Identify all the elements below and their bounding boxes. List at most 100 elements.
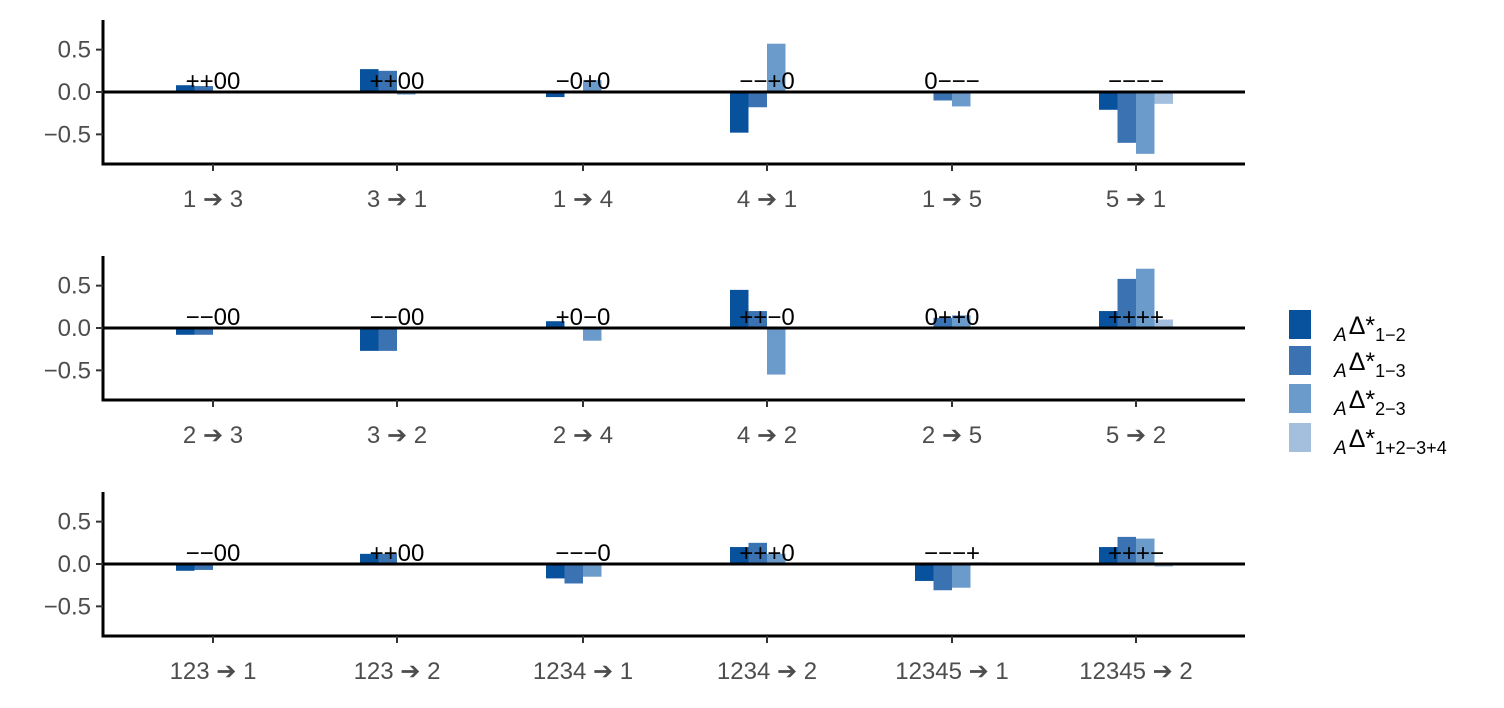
bar xyxy=(767,553,786,564)
sign-label: ++00 xyxy=(186,68,241,95)
sign-label: −−00 xyxy=(186,304,241,331)
bar xyxy=(378,553,397,564)
sign-label: ++++ xyxy=(1108,304,1164,331)
bar xyxy=(583,564,602,577)
x-tick-label: 1234 ➔ 1 xyxy=(533,658,633,685)
bar xyxy=(1117,278,1136,328)
y-tick-label: 0.5 xyxy=(58,37,91,64)
legend-label: AΔ*1−2 xyxy=(1333,312,1406,346)
bar xyxy=(194,328,213,335)
sign-label: −−−− xyxy=(1108,68,1164,95)
bar xyxy=(748,92,767,108)
bar xyxy=(1099,311,1118,328)
bar xyxy=(748,311,767,328)
sign-label: ++−0 xyxy=(739,304,794,331)
legend-label: AΔ*1+2−3+4 xyxy=(1333,425,1447,459)
x-tick-label: 1 ➔ 4 xyxy=(553,186,613,213)
sign-label: −0+0 xyxy=(556,68,611,95)
bar xyxy=(1154,319,1173,328)
y-tick-label: −0.5 xyxy=(44,593,91,620)
sign-label: +++0 xyxy=(739,540,794,567)
x-tick-label: 12345 ➔ 2 xyxy=(1079,658,1193,685)
sign-label: +++− xyxy=(1108,540,1164,567)
y-tick-label: −0.5 xyxy=(44,121,91,148)
bar xyxy=(933,564,952,591)
legend-key xyxy=(1289,423,1311,452)
sign-label: −−+0 xyxy=(739,68,794,95)
bar xyxy=(1117,536,1136,564)
bar xyxy=(730,547,749,564)
bar xyxy=(1136,92,1155,154)
x-tick-label: 12345 ➔ 1 xyxy=(895,658,1009,685)
x-tick-label: 1 ➔ 3 xyxy=(183,186,243,213)
sign-label: −−−0 xyxy=(555,540,610,567)
y-tick-label: 0.5 xyxy=(58,273,91,300)
bar xyxy=(952,315,971,328)
bar xyxy=(1099,92,1118,110)
bar xyxy=(767,328,786,375)
x-tick-label: 3 ➔ 1 xyxy=(367,186,427,213)
legend-key xyxy=(1289,310,1311,339)
bar xyxy=(546,564,565,579)
y-tick-label: 0.0 xyxy=(58,79,91,106)
bar xyxy=(1099,547,1118,564)
x-tick-label: 123 ➔ 2 xyxy=(354,658,441,685)
bar xyxy=(378,328,397,351)
x-tick-label: 3 ➔ 2 xyxy=(367,422,427,449)
x-tick-label: 1 ➔ 5 xyxy=(922,186,982,213)
sign-label: −−00 xyxy=(370,304,425,331)
bar xyxy=(378,70,397,92)
legend-key xyxy=(1289,384,1311,413)
y-tick-label: 0.0 xyxy=(58,551,91,578)
legend-key xyxy=(1289,346,1311,375)
bar xyxy=(933,317,952,328)
bar xyxy=(360,328,379,351)
bar xyxy=(730,92,749,133)
bar xyxy=(1154,92,1173,104)
bar xyxy=(1136,268,1155,328)
bar xyxy=(1117,92,1136,143)
sign-label: −−00 xyxy=(186,540,241,567)
x-tick-label: 4 ➔ 1 xyxy=(737,186,797,213)
bar xyxy=(546,321,565,328)
bar xyxy=(176,85,195,92)
x-tick-label: 5 ➔ 1 xyxy=(1106,186,1166,213)
bar xyxy=(933,92,952,101)
bar xyxy=(546,92,565,98)
bar xyxy=(583,80,602,92)
legend-label: AΔ*2−3 xyxy=(1333,386,1406,420)
x-tick-label: 4 ➔ 2 xyxy=(737,422,797,449)
sign-label: +0−0 xyxy=(556,304,611,331)
bar xyxy=(952,92,971,107)
x-tick-label: 2 ➔ 4 xyxy=(553,422,613,449)
y-tick-label: 0.0 xyxy=(58,315,91,342)
bar xyxy=(915,564,934,581)
bar xyxy=(767,43,786,92)
bar xyxy=(1136,538,1155,564)
bar xyxy=(194,564,213,570)
y-tick-label: −0.5 xyxy=(44,357,91,384)
x-tick-label: 123 ➔ 1 xyxy=(170,658,257,685)
bar xyxy=(176,564,195,571)
sign-label: ++00 xyxy=(370,540,425,567)
bar xyxy=(360,553,379,564)
bar xyxy=(194,86,213,92)
bar xyxy=(730,289,749,328)
x-tick-label: 2 ➔ 5 xyxy=(922,422,982,449)
bar xyxy=(360,69,379,92)
bar xyxy=(583,328,602,341)
x-tick-label: 2 ➔ 3 xyxy=(183,422,243,449)
bar xyxy=(564,564,583,584)
sign-label: ++00 xyxy=(370,68,425,95)
bar xyxy=(748,542,767,564)
legend-label: AΔ*1−3 xyxy=(1333,348,1406,382)
x-tick-label: 5 ➔ 2 xyxy=(1106,422,1166,449)
x-tick-label: 1234 ➔ 2 xyxy=(717,658,817,685)
sign-label: 0++0 xyxy=(925,304,980,331)
bar xyxy=(952,564,971,588)
y-tick-label: 0.5 xyxy=(58,509,91,536)
sign-label: −−−+ xyxy=(924,540,980,567)
sign-label: 0−−− xyxy=(924,68,979,95)
bar xyxy=(176,328,195,335)
